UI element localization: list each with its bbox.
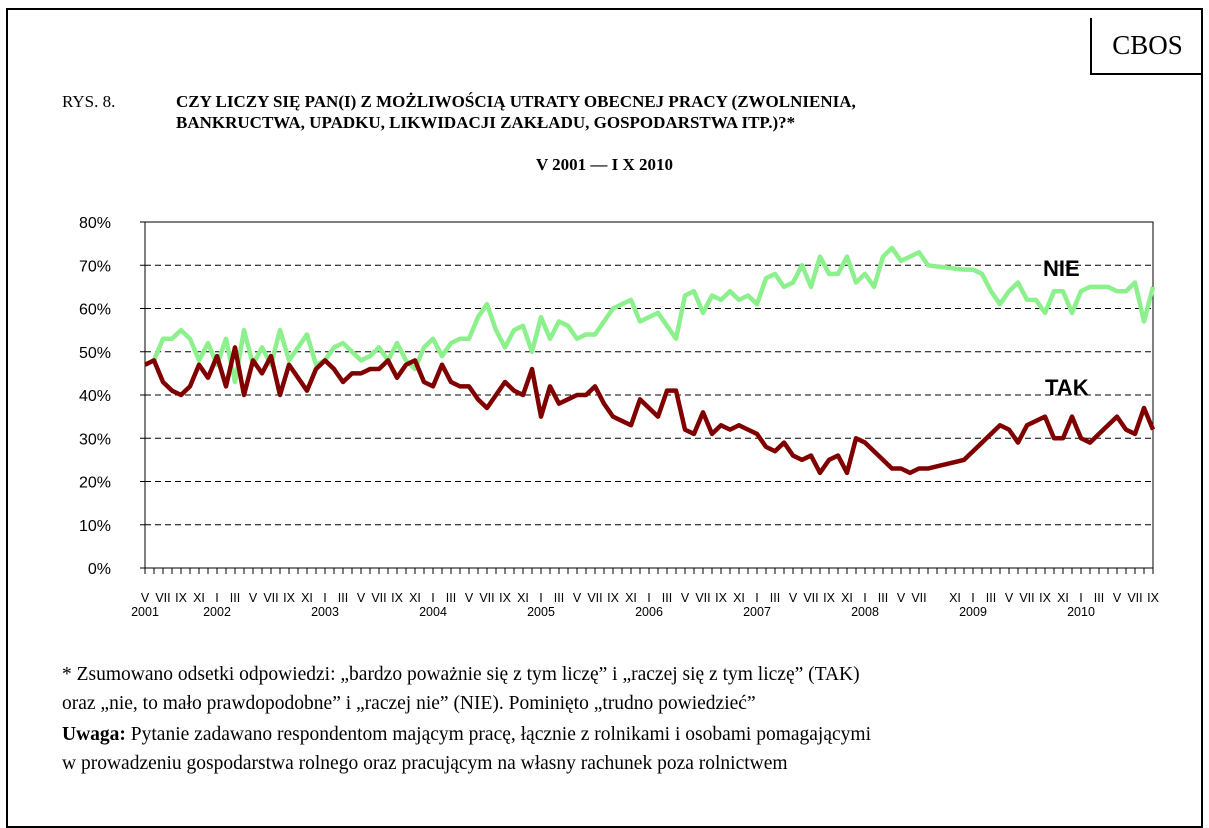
note-line: w prowadzeniu gospodarstwa rolnego oraz … [62,753,788,774]
year-label: 2009 [959,605,987,619]
x-tick-label: XI [841,591,853,605]
x-tick-label: V [1005,591,1014,605]
x-tick-label: III [878,591,888,605]
x-tick-label: III [770,591,780,605]
x-tick-label: III [554,591,564,605]
x-tick-label: XI [193,591,205,605]
x-tick-label: XI [301,591,313,605]
x-tick-label: V [1113,591,1122,605]
period: V 2001 — I X 2010 [535,155,674,174]
year-label: 2007 [743,605,771,619]
footnote-line: * Zsumowano odsetki odpowiedzi: „bardzo … [62,664,860,685]
x-tick-label: IX [1147,591,1159,605]
x-tick-label: I [431,591,434,605]
y-tick-label: 30% [79,431,111,448]
x-tick-label: VII [479,591,494,605]
x-tick-label: VII [911,591,926,605]
y-tick-label: 50% [79,345,111,362]
x-tick-label: III [230,591,240,605]
x-tick-label: I [539,591,542,605]
x-tick-label: I [323,591,326,605]
y-tick-label: 70% [79,258,111,275]
x-tick-label: I [647,591,650,605]
footnote-line: oraz „nie, to mało prawdopodobne” i „rac… [62,693,756,714]
page: {"header":{"badge":"CBOS","figure_number… [6,8,1203,828]
x-tick-label: III [446,591,456,605]
x-tick-label: V [897,591,906,605]
y-tick-label: 0% [88,561,111,578]
year-label: 2006 [635,605,663,619]
x-tick-label: XI [517,591,529,605]
x-tick-label: IX [499,591,511,605]
x-tick-label: III [338,591,348,605]
x-tick-label: V [249,591,258,605]
title-line: BANKRUCTWA, UPADKU, LIKWIDACJI ZAKŁADU, … [176,113,796,132]
x-tick-label: VII [803,591,818,605]
x-tick-label: XI [733,591,745,605]
x-tick-label: V [465,591,474,605]
y-tick-label: 10% [79,518,111,535]
x-tick-label: III [1094,591,1104,605]
x-tick-label: VII [371,591,386,605]
x-tick-label: I [1079,591,1082,605]
x-tick-label: XI [949,591,961,605]
x-tick-label: XI [1057,591,1069,605]
x-tick-label: VII [155,591,170,605]
year-label: 2002 [203,605,231,619]
x-tick-label: VII [1127,591,1142,605]
y-tick-label: 80% [79,215,111,232]
x-tick-label: XI [409,591,421,605]
title-line: CZY LICZY SIĘ PAN(I) Z MOŻLIWOŚCIĄ UTRAT… [176,92,856,111]
year-label: 2001 [131,605,159,619]
series-line [144,345,1156,476]
y-tick-label: 20% [79,475,111,492]
x-tick-label: IX [391,591,403,605]
x-tick-label: IX [715,591,727,605]
x-tick-label: IX [607,591,619,605]
x-tick-label: VII [1019,591,1034,605]
x-tick-label: XI [625,591,637,605]
note-label: Uwaga: [62,724,126,745]
badge: CBOS [1090,18,1203,75]
year-label: 2005 [527,605,555,619]
x-tick-label: I [971,591,974,605]
series-label: NIE [1043,256,1080,281]
x-tick-label: III [986,591,996,605]
x-tick-label: V [789,591,798,605]
note-text: Pytanie zadawano respondentom mającym pr… [130,724,871,745]
y-tick-label: 40% [79,388,111,405]
year-label: 2003 [311,605,339,619]
figure-number: RYS. 8. [62,92,116,111]
x-tick-label: I [215,591,218,605]
x-tick-label: VII [695,591,710,605]
series-label: TAK [1045,375,1089,400]
x-tick-label: VII [263,591,278,605]
x-tick-label: V [141,591,150,605]
series-line [144,245,1156,385]
x-tick-label: IX [823,591,835,605]
x-tick-label: IX [1039,591,1051,605]
x-tick-label: I [755,591,758,605]
x-tick-label: IX [283,591,295,605]
x-tick-label: V [573,591,582,605]
x-tick-label: I [863,591,866,605]
note-line: Uwaga: Pytanie zadawano respondentom maj… [62,724,871,746]
x-tick-label: IX [175,591,187,605]
x-tick-label: V [357,591,366,605]
x-tick-label: VII [587,591,602,605]
x-tick-label: V [681,591,690,605]
year-label: 2004 [419,605,447,619]
x-tick-label: III [662,591,672,605]
year-label: 2008 [851,605,879,619]
year-label: 2010 [1067,605,1095,619]
y-tick-label: 60% [79,302,111,319]
